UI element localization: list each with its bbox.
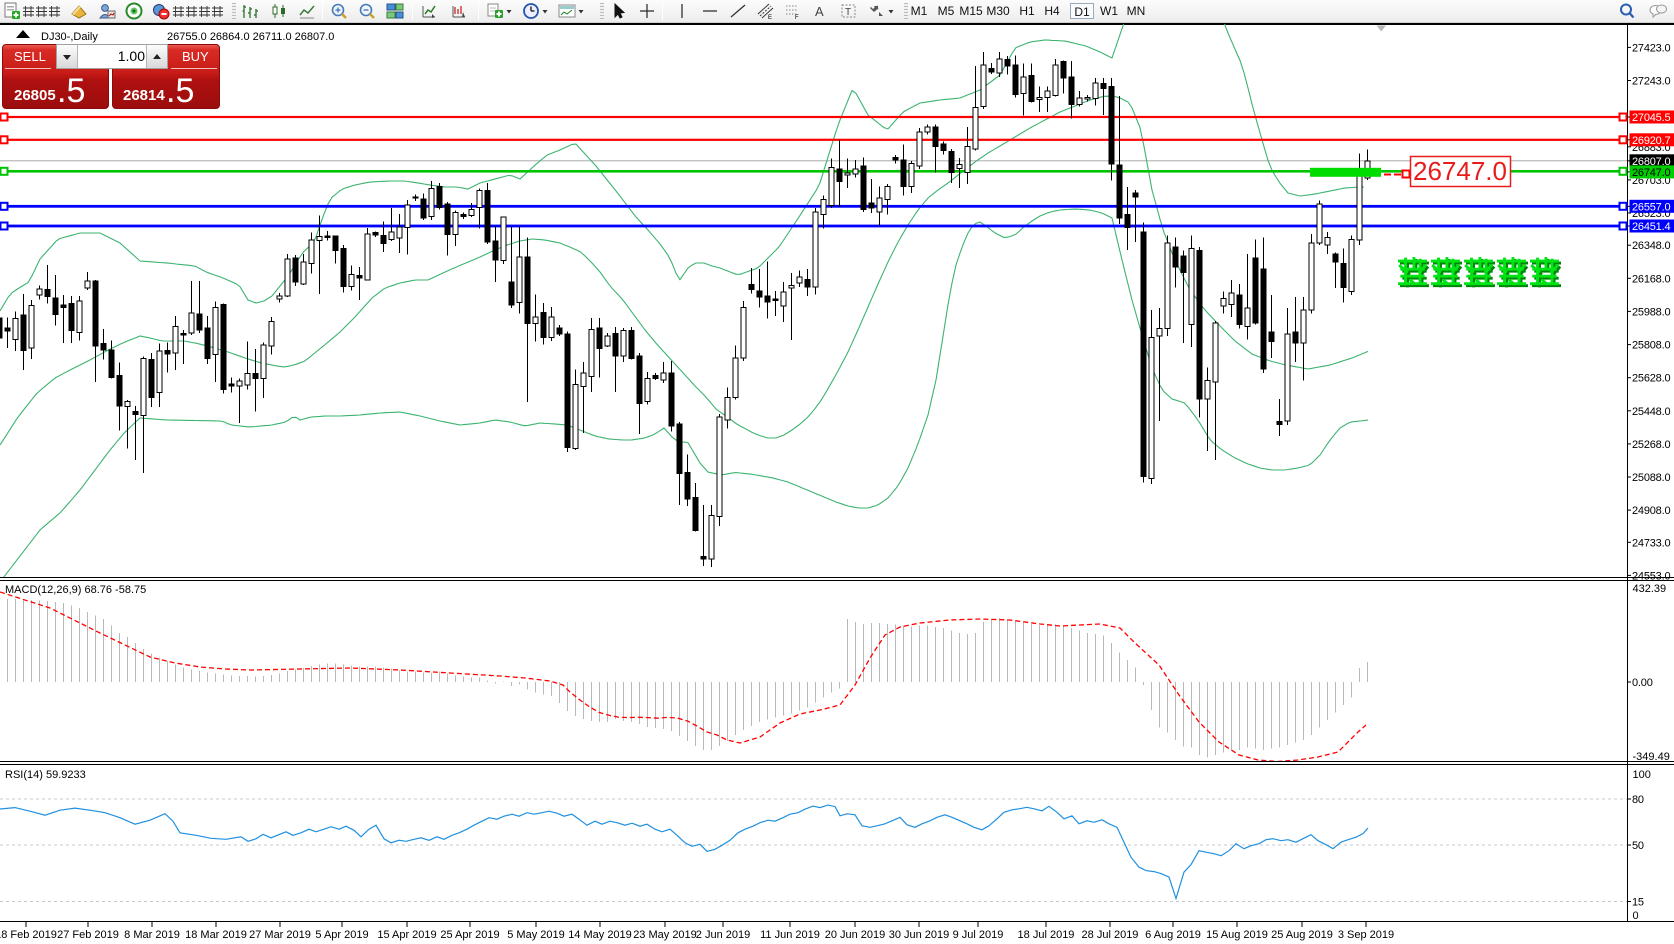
svg-text:RSI(14) 59.9233: RSI(14) 59.9233 [5,769,86,781]
svg-text:432.39: 432.39 [1633,583,1667,595]
svg-text:26807.0: 26807.0 [1632,156,1670,168]
svg-text:15 Aug 2019: 15 Aug 2019 [1206,929,1268,941]
svg-text:26747.0: 26747.0 [1632,167,1670,179]
svg-text:26451.4: 26451.4 [1632,221,1670,233]
svg-text:27 Mar 2019: 27 Mar 2019 [249,929,311,941]
svg-text:0: 0 [1633,910,1639,922]
svg-text:27243.0: 27243.0 [1632,76,1670,88]
svg-text:30 Jun 2019: 30 Jun 2019 [889,929,950,941]
svg-text:27045.5: 27045.5 [1632,112,1670,124]
svg-text:28 Jul 2019: 28 Jul 2019 [1082,929,1139,941]
svg-text:11 Jun 2019: 11 Jun 2019 [760,929,820,941]
svg-text:100: 100 [1633,769,1651,781]
svg-text:14 May 2019: 14 May 2019 [568,929,632,941]
svg-text:8 Mar 2019: 8 Mar 2019 [124,929,180,941]
svg-text:23 May 2019: 23 May 2019 [633,929,697,941]
svg-text:25628.0: 25628.0 [1632,373,1670,385]
svg-text:50: 50 [1632,840,1644,852]
svg-text:15 Apr 2019: 15 Apr 2019 [377,929,436,941]
svg-text:-349.49: -349.49 [1633,751,1670,763]
svg-text:2 Jun 2019: 2 Jun 2019 [696,929,750,941]
svg-text:5 May 2019: 5 May 2019 [507,929,564,941]
svg-text:25268.0: 25268.0 [1632,439,1670,451]
svg-text:26348.0: 26348.0 [1632,240,1670,252]
svg-text:26747.0: 26747.0 [1413,156,1507,186]
svg-text:25988.0: 25988.0 [1632,306,1670,318]
svg-text:27423.0: 27423.0 [1632,42,1670,54]
svg-text:18 Jul 2019: 18 Jul 2019 [1018,929,1075,941]
svg-text:24553.0: 24553.0 [1632,570,1670,582]
svg-text:F: F [795,15,799,20]
svg-text:A: A [815,4,824,19]
svg-text:18 Mar 2019: 18 Mar 2019 [185,929,247,941]
svg-text:9 Jul 2019: 9 Jul 2019 [953,929,1004,941]
svg-text:25 Apr 2019: 25 Apr 2019 [440,929,499,941]
svg-text:24908.0: 24908.0 [1632,505,1670,517]
svg-text:24733.0: 24733.0 [1632,537,1670,549]
svg-text:15: 15 [1632,897,1644,909]
svg-text:25088.0: 25088.0 [1632,472,1670,484]
svg-text:6 Aug 2019: 6 Aug 2019 [1145,929,1201,941]
svg-text:18 Feb 2019: 18 Feb 2019 [0,929,57,941]
svg-text:26557.0: 26557.0 [1632,201,1670,213]
svg-text:E: E [768,15,772,20]
svg-text:3 Sep 2019: 3 Sep 2019 [1338,929,1394,941]
svg-text:0.00: 0.00 [1632,677,1653,689]
svg-text:DJ30-,Daily: DJ30-,Daily [41,31,98,43]
svg-text:80: 80 [1632,794,1644,806]
svg-text:5 Apr 2019: 5 Apr 2019 [315,929,368,941]
svg-text:T: T [845,7,851,18]
svg-text:MACD(12,26,9) 68.76 -58.75: MACD(12,26,9) 68.76 -58.75 [5,584,146,596]
svg-text:25 Aug 2019: 25 Aug 2019 [1271,929,1333,941]
svg-text:27 Feb 2019: 27 Feb 2019 [57,929,119,941]
svg-text:26168.0: 26168.0 [1632,273,1670,285]
svg-text:26755.0 26864.0 26711.0 26807.: 26755.0 26864.0 26711.0 26807.0 [167,31,334,43]
svg-text:20 Jun 2019: 20 Jun 2019 [825,929,886,941]
svg-text:25448.0: 25448.0 [1632,406,1670,418]
svg-text:26920.7: 26920.7 [1632,135,1670,147]
svg-text:25808.0: 25808.0 [1632,340,1670,352]
